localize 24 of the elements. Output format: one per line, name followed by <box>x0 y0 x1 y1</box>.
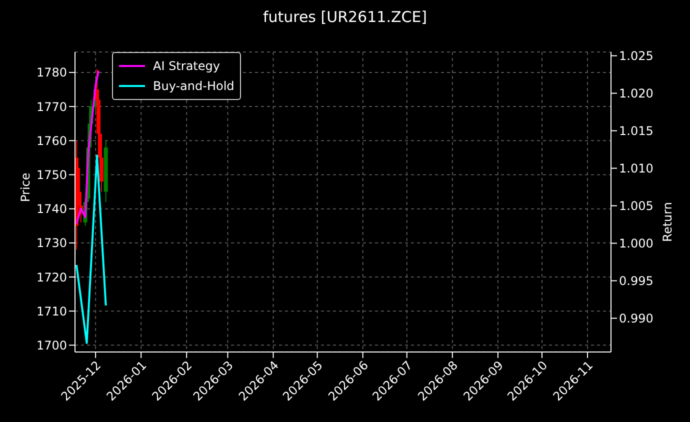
y2-tick-label: 1.005 <box>619 199 654 214</box>
y2-tick-label: 1.010 <box>619 162 654 176</box>
y-axis-title: Price <box>18 172 32 202</box>
chart-title: futures [UR2611.ZCE] <box>262 8 428 26</box>
y2-axis-title: Return <box>660 202 674 242</box>
legend-label: Buy-and-Hold <box>153 79 234 93</box>
y2-tick-label: 0.995 <box>619 274 654 288</box>
y-tick-label: 1770 <box>36 100 67 114</box>
y-tick-label: 1700 <box>36 338 67 352</box>
y-tick-label: 1740 <box>36 202 67 216</box>
y-tick-label: 1750 <box>36 168 67 182</box>
y-tick-label: 1730 <box>36 236 67 250</box>
line-series <box>75 154 107 344</box>
y2-tick-label: 1.020 <box>619 86 654 101</box>
legend-label: AI Strategy <box>153 59 220 73</box>
y2-tick-label: 1.015 <box>619 124 654 138</box>
y-tick-label: 1710 <box>36 304 67 318</box>
y2-tick-label: 1.025 <box>619 49 654 64</box>
y-tick-label: 1720 <box>36 270 67 284</box>
y-tick-label: 1780 <box>36 66 67 80</box>
line-series <box>75 70 100 225</box>
y-tick-label: 1760 <box>36 134 67 148</box>
y2-tick-label: 0.990 <box>619 312 654 326</box>
y2-tick-label: 1.000 <box>619 236 654 251</box>
